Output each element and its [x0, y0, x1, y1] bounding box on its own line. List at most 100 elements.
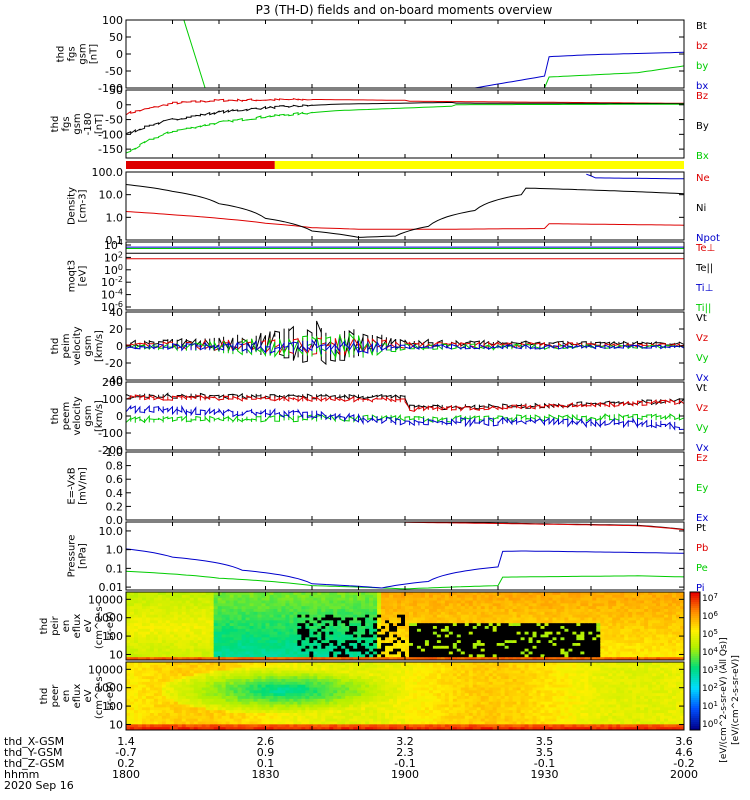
colorbar-cell [690, 682, 700, 685]
colorbar-cell [690, 692, 700, 695]
legend-efield-0: Ez [696, 453, 708, 464]
series-pressure-3 [126, 548, 684, 589]
panel-frame [125, 241, 685, 311]
ephemeris-row-label: 2020 Sep 16 [4, 779, 74, 792]
colorbar-cell [690, 696, 700, 699]
colorbar-cell [690, 630, 700, 633]
colorbar-cell [690, 644, 700, 647]
ytick-label: 10 [109, 648, 123, 661]
ephemeris-value: -0.1 [534, 757, 555, 770]
colorbar-cell [690, 662, 700, 665]
colorbar-cell [690, 708, 700, 711]
series-density-0 [126, 211, 684, 230]
series-peem_velocity-0 [126, 392, 684, 411]
colorbar-cell [690, 624, 700, 627]
colorbar-cell [690, 674, 700, 677]
colorbar-cell [690, 686, 700, 689]
legend-fgs-0: Bt [696, 21, 707, 32]
ytick-label: 200 [102, 376, 123, 389]
ylabel-peir_spectrogram: thdpeirenefluxeV(cm^2-s-sr-eV) [39, 602, 116, 649]
ephemeris-value: 0.1 [257, 757, 275, 770]
ylabel-density: Density[cm-3] [67, 187, 89, 225]
series-density-1 [126, 184, 684, 238]
ytick-label: 1000 [95, 682, 123, 695]
ylabel-fgs: thdfgsgsm[nT] [56, 43, 100, 64]
series-fgs-2 [183, 20, 684, 88]
series-peem_velocity-1 [126, 394, 684, 413]
ytick-label: 0.0 [106, 514, 124, 527]
panel-pressure: Pt Pb Pe Pi 0.01 0.1 1.0 10.0 Pressure[nPa] [67, 521, 708, 594]
ephemeris-row-label: thd_X-GSM [4, 735, 64, 748]
panel-frame [125, 451, 685, 521]
colorbar-cell [690, 690, 700, 693]
legend-pressure-0: Pt [696, 523, 706, 534]
colorbar-cell [690, 702, 700, 705]
ytick-label: 10.0 [99, 525, 124, 538]
colorbar-tick: 104 [702, 646, 718, 658]
ytick-label: 0.1 [106, 234, 124, 247]
legend-peem_velocity-1: Vz [696, 403, 708, 414]
colorbar-cell [690, 670, 700, 673]
ytick-label: -100 [98, 427, 123, 440]
colorbar-cell [690, 634, 700, 637]
mode-bar-segment [126, 161, 275, 169]
ytick-label: -20 [105, 357, 123, 370]
colorbar-tick: 101 [702, 700, 718, 712]
colorbar-cell [690, 704, 700, 707]
colorbar-cell [690, 618, 700, 621]
colorbar-cell [690, 710, 700, 713]
ytick-label: -50 [105, 65, 123, 78]
colorbar-cell [690, 616, 700, 619]
colorbar-cell [690, 654, 700, 657]
ytick-label: -50 [105, 114, 123, 127]
colorbar-cell [690, 606, 700, 609]
ylabel-peem_velocity: thdpeemvelocitygsm[km/s] [50, 396, 105, 435]
colorbar-cell [690, 628, 700, 631]
colorbar-cell [690, 694, 700, 697]
legend-temperature-2: Ti⊥ [695, 283, 713, 294]
ytick-label: 100.0 [92, 166, 124, 179]
legend-fgs_gsm-2: Bx [696, 151, 709, 162]
legend-pressure-1: Pb [696, 543, 708, 554]
series-peem_velocity-3 [126, 404, 684, 431]
ephemeris-value: 0.2 [117, 757, 135, 770]
ephemeris-value: 1930 [531, 768, 559, 781]
colorbar-cell [690, 652, 700, 655]
colorbar-cell [690, 594, 700, 597]
ephemeris-value: -0.7 [115, 746, 136, 759]
ephemeris-value: 3.5 [536, 746, 554, 759]
panel-peem_velocity: Vt Vz Vy Vx -200 -100 0 100 200 thdpeemvelocitygs… [50, 376, 709, 457]
legend-pressure-3: Pi [696, 583, 705, 594]
panel-peim_velocity: Vt Vz Vy Vx -40 -20 0 20 40 thdpeimvelocitygsm[km… [50, 306, 709, 387]
ephemeris-value: 1.4 [117, 735, 135, 748]
ytick-label: 100 [102, 630, 123, 643]
ytick-label: 1.0 [106, 446, 124, 459]
colorbar-cell [690, 626, 700, 629]
legend-fgs_gsm-1: By [696, 121, 709, 132]
legend-density-0: Ne [696, 173, 710, 184]
legend-peim_velocity-0: Vt [696, 313, 707, 324]
colorbar-cell [690, 650, 700, 653]
colorbar-cell [690, 636, 700, 639]
ephemeris-row-label: thd_Y-GSM [4, 746, 63, 759]
ytick-label: 0.8 [106, 460, 124, 473]
ytick-label: 0.1 [106, 562, 124, 575]
panel-peer_spectrogram: 10 100 1000 10000thdpeerenefluxeV(cm^2-s-sr… [39, 661, 685, 731]
ylabel-efield: E=-VxB[mV/m] [67, 467, 89, 505]
legend-efield-1: Ey [696, 483, 708, 494]
ytick-label: 100 [102, 700, 123, 713]
legend-fgs-3: bx [696, 81, 708, 92]
legend-temperature-3: Ti|| [695, 303, 711, 314]
colorbar-cell [690, 620, 700, 623]
series-peim_velocity-3 [126, 338, 684, 355]
panel-frame [125, 521, 685, 591]
colorbar-cell [690, 684, 700, 687]
colorbar-cell [690, 720, 700, 723]
ytick-label: 100 [102, 393, 123, 406]
series-fgs_gsm-1 [126, 101, 684, 135]
ytick-label: -100 [98, 128, 123, 141]
ephemeris-value: 3.6 [675, 735, 693, 748]
ylabel-peim_velocity: thdpeimvelocitygsm[km/s] [50, 326, 105, 365]
